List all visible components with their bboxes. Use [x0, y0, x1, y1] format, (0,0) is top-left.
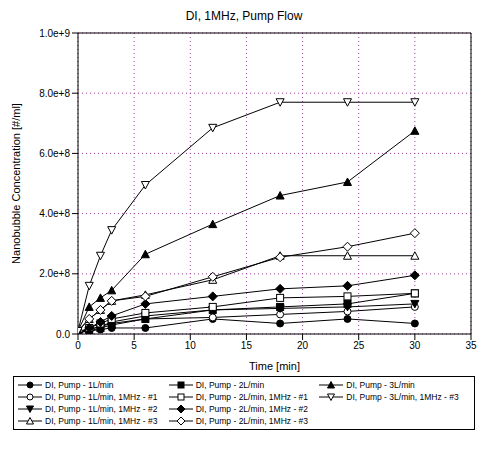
svg-text:0: 0 [75, 340, 81, 351]
svg-text:10: 10 [185, 340, 197, 351]
html-text:DI, Pump - 1L/min, 1MHz - #1: DI, Pump - 1L/min, 1MHz - #1 [45, 392, 158, 402]
svg-text:15: 15 [241, 340, 253, 351]
svg-text:25: 25 [353, 340, 365, 351]
svg-text:Time [min]: Time [min] [249, 360, 300, 372]
svg-text:8.0e+8: 8.0e+8 [39, 88, 70, 99]
svg-text:35: 35 [465, 340, 477, 351]
svg-text:0.0: 0.0 [56, 329, 70, 340]
html-text:DI, Pump - 2L/min, 1MHz - #3: DI, Pump - 2L/min, 1MHz - #3 [195, 416, 309, 426]
svg-text:Nanobubble Concentration [#/ml: Nanobubble Concentration [#/ml] [10, 103, 22, 264]
svg-text:30: 30 [409, 340, 421, 351]
html-text:DI, Pump - 2L/min: DI, Pump - 2L/min [195, 380, 265, 390]
svg-text:1.0e+9: 1.0e+9 [39, 28, 70, 39]
html-text:DI, Pump - 3L/min: DI, Pump - 3L/min [346, 380, 415, 390]
html-text:DI, Pump - 1L/min, 1MHz - #2: DI, Pump - 1L/min, 1MHz - #2 [45, 404, 158, 414]
html-text:DI, Pump - 1L/min: DI, Pump - 1L/min [45, 380, 114, 390]
html-text:DI, Pump - 2L/min, 1MHz - #2: DI, Pump - 2L/min, 1MHz - #2 [195, 404, 309, 414]
html-text:DI, Pump - 1L/min, 1MHz - #3: DI, Pump - 1L/min, 1MHz - #3 [45, 416, 158, 426]
svg-text:4.0e+8: 4.0e+8 [39, 208, 70, 219]
html-text:DI, Pump - 3L/min, 1MHz - #3: DI, Pump - 3L/min, 1MHz - #3 [346, 392, 459, 402]
svg-text:20: 20 [297, 340, 309, 351]
html-text:DI, 1MHz, Pump Flow: DI, 1MHz, Pump Flow [185, 9, 303, 23]
svg-text:6.0e+8: 6.0e+8 [39, 148, 70, 159]
svg-text:2.0e+8: 2.0e+8 [39, 268, 70, 279]
svg-text:5: 5 [131, 340, 137, 351]
html-text:DI, Pump - 2L/min, 1MHz - #1: DI, Pump - 2L/min, 1MHz - #1 [195, 392, 309, 402]
